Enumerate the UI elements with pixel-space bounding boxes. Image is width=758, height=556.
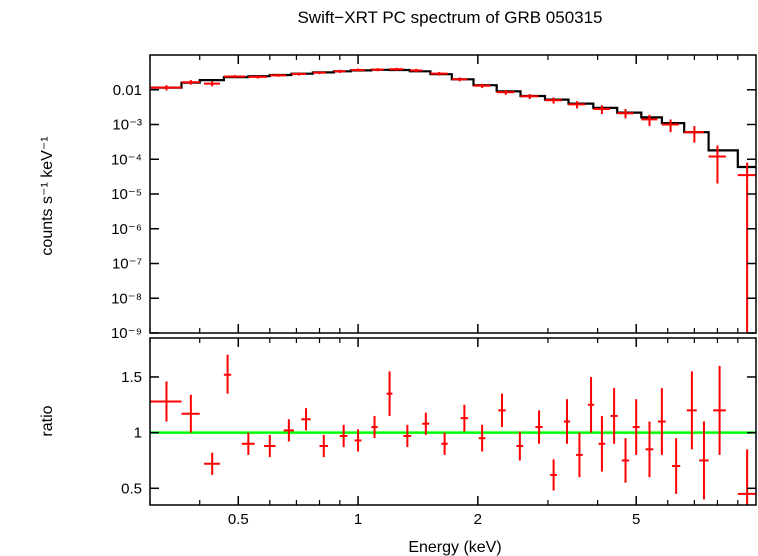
- chart-title: Swift−XRT PC spectrum of GRB 050315: [297, 8, 602, 27]
- ratio-y-tick-label-0: 0.5: [121, 480, 142, 497]
- ratio-y-tick-label-1: 1: [134, 425, 142, 442]
- ratio-y-tick-label-2: 1.5: [121, 369, 142, 386]
- x-axis-label: Energy (keV): [408, 539, 501, 556]
- spectrum-y-tick-label-4: 10⁻⁶: [111, 221, 142, 238]
- plot-layer: 0.5 1 2 5 0.01 10⁻³ 10⁻⁴ 10⁻⁵ 10⁻⁶ 10⁻⁷ 10⁻⁸ 10⁻⁹ 0.…: [111, 54, 757, 528]
- y-axis-label-ratio: ratio: [39, 405, 56, 436]
- x-tick-label-1: 1: [354, 511, 362, 528]
- y-axis-label-spectrum: counts s⁻¹ keV⁻¹: [39, 136, 56, 255]
- spectrum-y-tick-label-2: 10⁻⁴: [111, 151, 142, 168]
- spectrum-y-tick-label-0: 0.01: [113, 82, 142, 99]
- spectrum-y-tick-label-3: 10⁻⁵: [111, 186, 142, 203]
- spectrum-y-tick-label-6: 10⁻⁸: [111, 290, 142, 307]
- spectrum-y-tick-label-5: 10⁻⁷: [112, 256, 142, 273]
- x-tick-label-2: 2: [474, 511, 482, 528]
- x-tick-label-3: 5: [632, 511, 640, 528]
- x-tick-label-0: 0.5: [228, 511, 249, 528]
- spectrum-y-tick-label-7: 10⁻⁹: [111, 325, 142, 342]
- ratio-panel-frame: [149, 337, 757, 506]
- spectrum-panel-frame: [149, 54, 757, 334]
- model-step-line: [150, 68, 756, 169]
- spectrum-y-tick-label-1: 10⁻³: [112, 117, 142, 134]
